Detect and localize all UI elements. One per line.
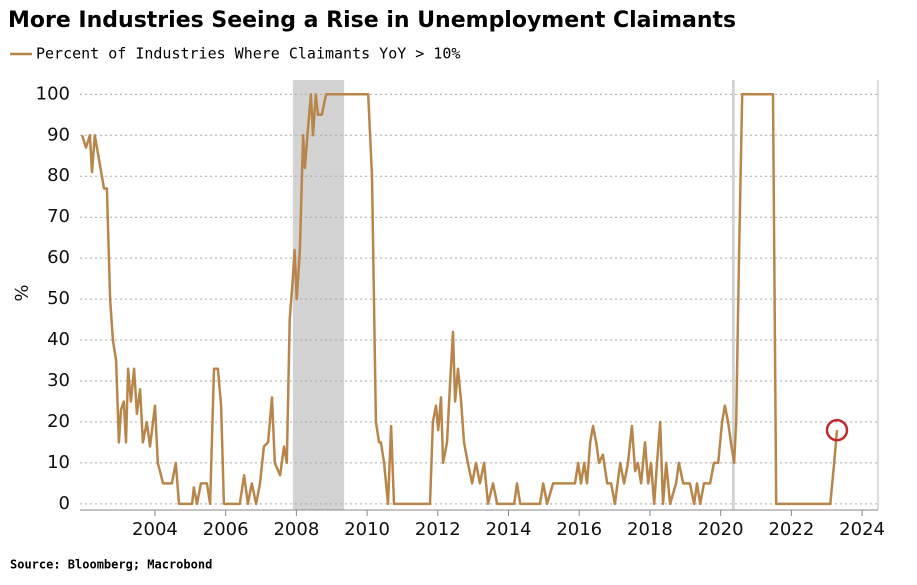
highlight-marker bbox=[825, 418, 849, 442]
y-tick-label: 60 bbox=[47, 247, 70, 268]
y-tick-label: 20 bbox=[47, 411, 70, 432]
y-tick-label: 40 bbox=[47, 329, 70, 350]
x-tick-label: 2020 bbox=[698, 519, 744, 540]
x-tick-label: 2010 bbox=[344, 519, 390, 540]
x-tick-label: 2012 bbox=[415, 519, 461, 540]
x-tick-label: 2008 bbox=[273, 519, 319, 540]
x-tick-label: 2022 bbox=[768, 519, 814, 540]
x-tick-label: 2014 bbox=[486, 519, 532, 540]
x-tick-label: 2018 bbox=[627, 519, 673, 540]
chart-title: More Industries Seeing a Rise in Unemplo… bbox=[8, 8, 736, 33]
y-tick-label: 90 bbox=[47, 124, 70, 145]
series-line bbox=[80, 93, 839, 506]
x-tick-label: 2004 bbox=[132, 519, 178, 540]
y-axis-label: % bbox=[10, 284, 31, 301]
y-tick-label: 80 bbox=[47, 165, 70, 186]
x-tick-label: 2024 bbox=[839, 519, 885, 540]
y-tick-label: 10 bbox=[47, 452, 70, 473]
x-tick-label: 2016 bbox=[556, 519, 602, 540]
legend-label: Percent of Industries Where Claimants Yo… bbox=[36, 45, 460, 63]
x-tick-label: 2006 bbox=[203, 519, 249, 540]
y-tick-label: 50 bbox=[47, 288, 70, 309]
recession-band bbox=[292, 80, 345, 510]
y-tick-label: 70 bbox=[47, 206, 70, 227]
y-tick-label: 30 bbox=[47, 370, 70, 391]
y-tick-label: 0 bbox=[59, 493, 70, 514]
recession-band bbox=[731, 80, 735, 510]
y-tick-label: 100 bbox=[36, 83, 70, 104]
source: Source: Bloomberg; Macrobond bbox=[10, 558, 212, 572]
